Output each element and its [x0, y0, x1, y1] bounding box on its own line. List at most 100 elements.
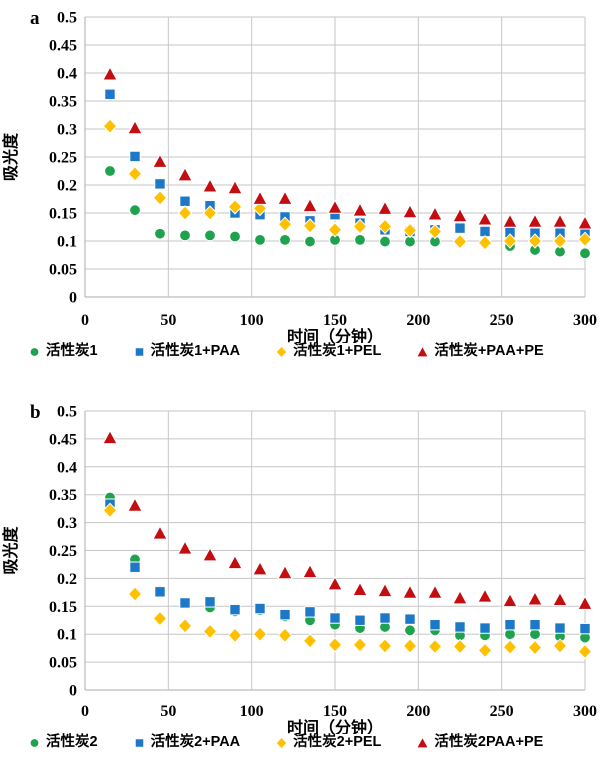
series-square — [104, 498, 591, 635]
legend-item: 活性炭2+PAA — [132, 734, 241, 751]
triangle-marker — [416, 736, 430, 749]
square-marker — [479, 622, 491, 634]
triangle-marker — [427, 584, 443, 599]
triangle-marker — [177, 540, 193, 555]
y-tick-label: 0 — [69, 290, 77, 307]
legend-item-label: 活性炭2+PAA — [150, 734, 241, 751]
diamond-marker — [277, 216, 293, 232]
square-marker — [554, 622, 566, 634]
triangle-marker — [552, 591, 568, 607]
circle-marker — [304, 235, 316, 248]
diamond-marker — [102, 502, 118, 519]
square-marker — [229, 603, 241, 616]
y-tick-label: 0.05 — [49, 655, 77, 672]
triangle-marker — [577, 215, 593, 230]
panel-label: b — [30, 402, 41, 423]
diamond-marker — [377, 638, 393, 654]
triangle-marker — [227, 179, 243, 195]
y-tick-label: 0.4 — [57, 66, 77, 83]
circle-marker — [504, 628, 516, 641]
y-tick-label: 0.35 — [49, 487, 77, 504]
legend-a: 活性炭1 活性炭1+PAA 活性炭1+PEL 活性炭+PAA+PE — [0, 344, 600, 359]
square-marker — [129, 561, 141, 573]
circle-marker — [579, 247, 591, 260]
circle-marker — [229, 230, 241, 243]
x-tick-label: 300 — [573, 312, 597, 329]
y-tick-label: 0.45 — [49, 431, 77, 448]
x-tick-label: 250 — [490, 312, 514, 329]
legend-item: 活性炭2PAA+PE — [415, 735, 543, 750]
triangle-marker — [527, 590, 543, 606]
triangle-marker — [552, 213, 568, 228]
diamond-marker — [327, 637, 343, 653]
triangle-marker — [102, 66, 118, 81]
diamond-marker — [377, 218, 393, 235]
diamond-marker — [402, 638, 418, 654]
scatter-chart-a: 0 0.05 0.1 0.15 0.2 0.25 0.3 0.35 0.4 0.45 0.5 0 50 1… — [1, 8, 597, 343]
diamond-marker — [527, 233, 543, 249]
y-tick-label: 0.1 — [57, 234, 77, 251]
square-marker — [379, 612, 391, 624]
triangle-marker — [302, 563, 318, 579]
y-tick-label: 0.35 — [49, 94, 77, 111]
y-tick-label: 0.4 — [57, 459, 77, 476]
y-tick-label: 0.05 — [49, 262, 77, 279]
diamond-marker — [452, 233, 468, 250]
triangle-marker — [102, 429, 118, 445]
square-marker — [154, 178, 166, 190]
square-marker — [254, 602, 266, 615]
legend-item: 活性炭1+PEL — [274, 344, 381, 359]
y-tick-label: 0.5 — [57, 10, 77, 27]
triangle-marker — [177, 166, 193, 182]
square-marker — [104, 88, 116, 100]
square-marker — [129, 150, 141, 163]
diamond-marker — [275, 345, 288, 359]
square-marker — [429, 619, 441, 631]
triangle-legend-icon — [416, 736, 430, 749]
square-marker — [154, 586, 166, 598]
triangle-marker — [377, 582, 393, 598]
square-marker — [329, 612, 341, 624]
square-marker — [454, 621, 466, 633]
diamond-legend-icon — [275, 736, 288, 750]
diamond-marker — [302, 633, 318, 649]
triangle-marker — [127, 119, 143, 135]
series-triangle — [102, 66, 593, 230]
diamond-marker — [227, 627, 243, 644]
y-tick-label: 0.15 — [49, 206, 77, 223]
circle-marker — [279, 233, 291, 246]
diamond-marker — [177, 205, 193, 221]
y-tick-label: 0.15 — [49, 599, 77, 616]
diamond-marker — [177, 618, 193, 634]
diamond-marker — [427, 223, 443, 240]
circle-marker — [529, 628, 541, 641]
legend-item-label: 活性炭1+PAA — [150, 343, 241, 360]
x-tick-label: 300 — [573, 703, 597, 720]
triangle-marker — [477, 588, 493, 603]
y-tick-label: 0.2 — [57, 571, 77, 588]
diamond-marker — [552, 638, 568, 654]
x-tick-label: 50 — [160, 312, 176, 329]
triangle-legend-icon — [416, 345, 430, 358]
circle-marker — [154, 227, 166, 240]
y-tick-label: 0.3 — [57, 515, 77, 532]
triangle-marker — [252, 560, 268, 576]
x-tick-label: 100 — [240, 703, 264, 720]
diamond-marker — [477, 234, 493, 251]
triangle-marker — [477, 211, 493, 226]
circle-marker — [179, 229, 191, 242]
diamond-marker — [552, 233, 568, 249]
series-diamond — [102, 118, 593, 251]
triangle-marker — [152, 525, 168, 540]
diamond-marker — [352, 218, 368, 235]
triangle-marker — [277, 564, 293, 580]
triangle-marker — [402, 584, 418, 599]
legend-item-label: 活性炭2 — [46, 734, 98, 751]
square-marker — [404, 613, 416, 625]
legend-b: 活性炭2 活性炭2+PAA 活性炭2+PEL 活性炭2PAA+PE — [0, 735, 600, 750]
diamond-marker — [252, 200, 268, 217]
square-marker — [179, 597, 191, 609]
diamond-marker — [302, 218, 318, 234]
triangle-marker — [377, 200, 393, 215]
